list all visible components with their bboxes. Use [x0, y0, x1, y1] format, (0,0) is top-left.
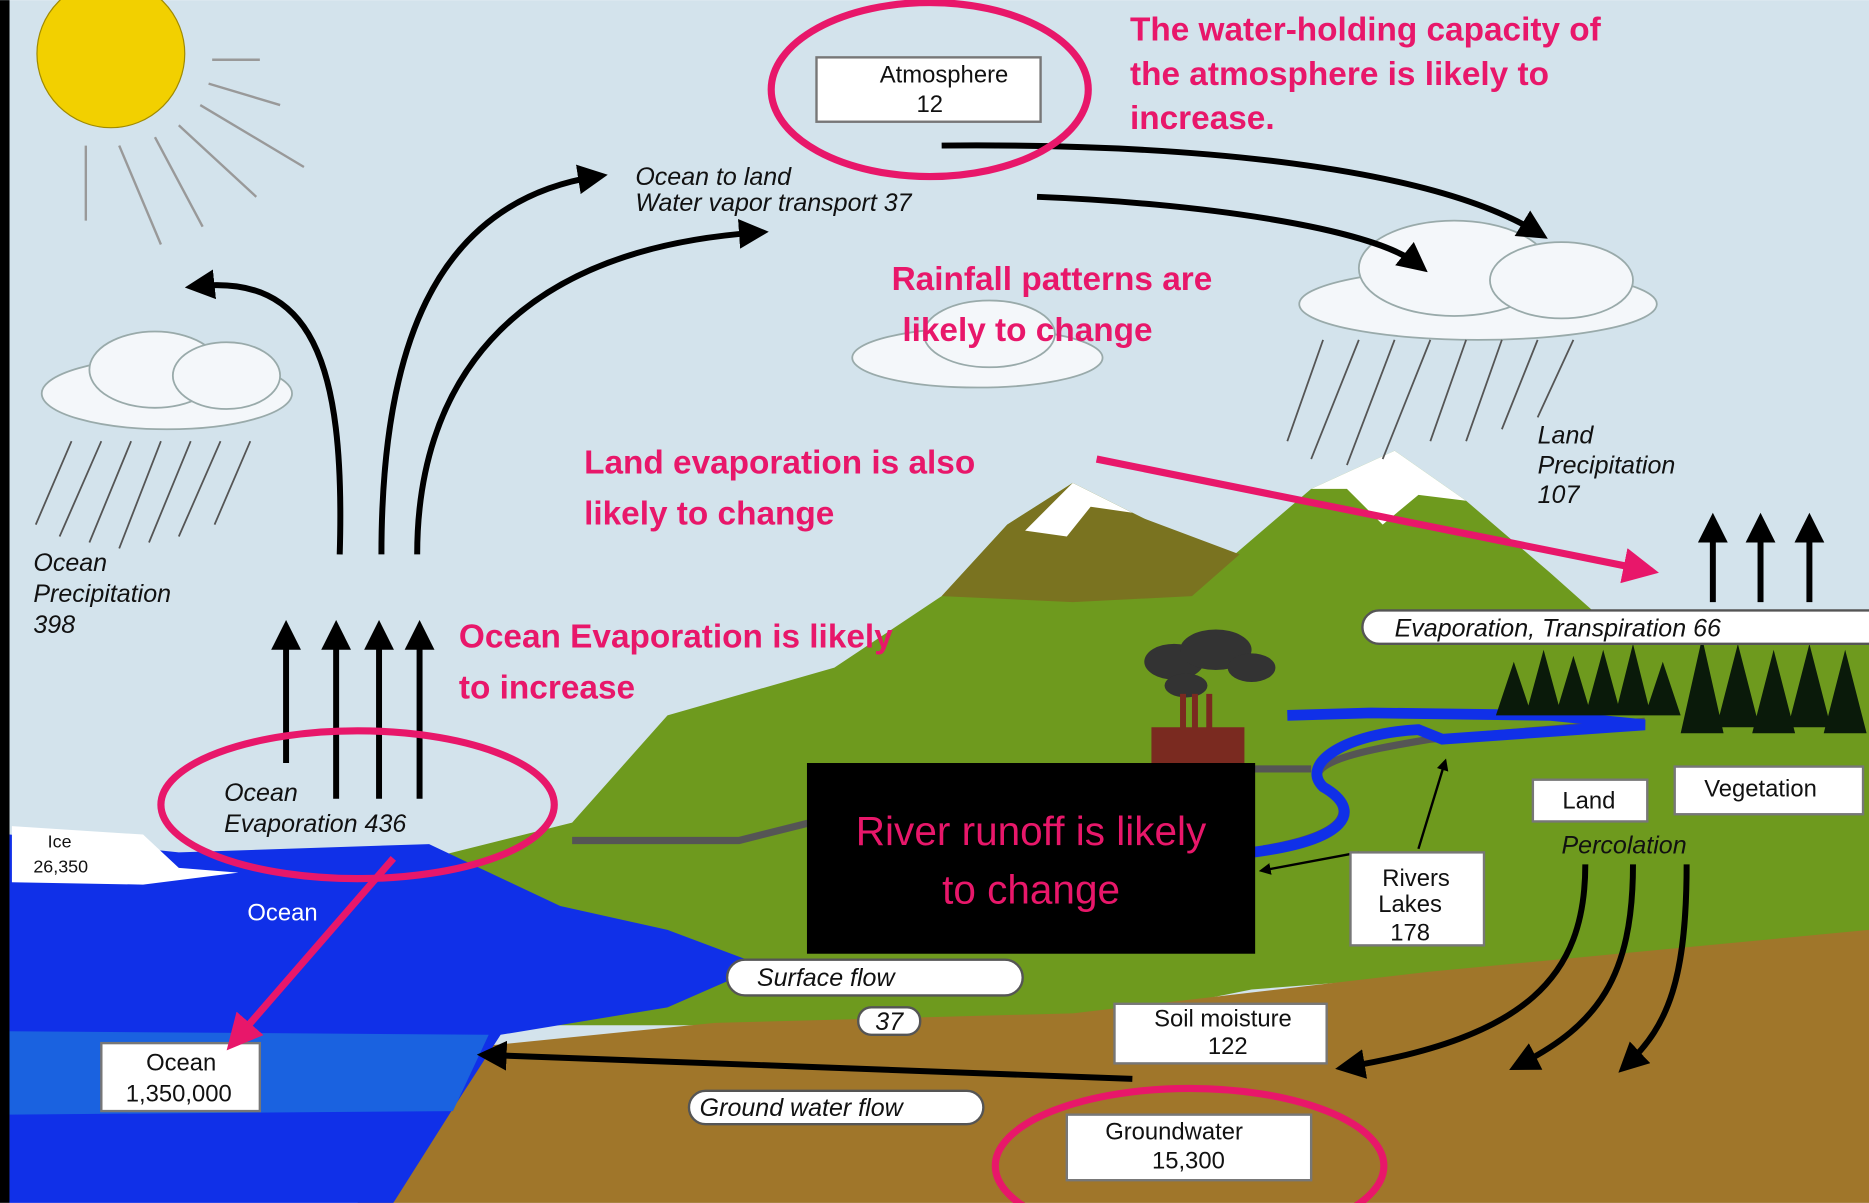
label: 15,300: [1152, 1147, 1225, 1174]
label: Ocean: [224, 779, 298, 807]
label: Land: [1538, 422, 1595, 450]
label: likely to change: [902, 312, 1152, 349]
clouds: [1490, 242, 1633, 318]
label: The water-holding capacity of: [1130, 12, 1602, 49]
factory: [1151, 727, 1244, 765]
smoke: [1228, 653, 1276, 682]
runoff-callout-box: [807, 763, 1255, 954]
label: Surface flow: [757, 964, 897, 992]
label: Evaporation 436: [224, 810, 406, 838]
label: to increase: [459, 670, 635, 707]
label: River runoff is likely: [856, 808, 1207, 854]
label: Atmosphere: [880, 61, 1008, 88]
page: { "atmosphere": {"name": "Atmosphere", "…: [0, 0, 1869, 1203]
label: Water vapor transport 37: [635, 189, 912, 217]
label: 26,350: [33, 857, 88, 877]
label: Ocean: [33, 549, 107, 577]
label: Precipitation: [33, 580, 171, 608]
label: Evaporation, Transpiration 66: [1395, 615, 1721, 643]
label: Lakes: [1378, 891, 1442, 918]
label: Ocean: [247, 899, 317, 926]
label: Ocean Evaporation is likely: [459, 618, 893, 655]
label: Groundwater: [1105, 1119, 1243, 1146]
label: Land: [1562, 787, 1615, 814]
label: Land evaporation is also: [584, 444, 975, 481]
label: Ocean to land: [635, 163, 792, 191]
label: Rivers: [1382, 865, 1450, 892]
label: Ice: [48, 832, 72, 852]
label: 1,350,000: [126, 1081, 232, 1108]
label: 37: [875, 1008, 904, 1036]
chimneys: [1180, 694, 1212, 730]
label: Rainfall patterns are: [892, 261, 1213, 298]
chimneys: [1206, 694, 1212, 730]
clouds: [173, 342, 280, 409]
label: Vegetation: [1704, 775, 1817, 802]
label: 107: [1538, 481, 1581, 509]
label: Percolation: [1561, 832, 1686, 860]
label: Precipitation: [1538, 451, 1676, 479]
label: 178: [1390, 920, 1430, 947]
water-cycle-diagram: Atmosphere 12 The water-holding capacity…: [0, 0, 1869, 1203]
label: 398: [33, 611, 75, 639]
label: Ground water flow: [700, 1094, 905, 1122]
chimneys: [1180, 694, 1186, 730]
label: Soil moisture: [1154, 1005, 1292, 1032]
label: the atmosphere is likely to: [1130, 56, 1549, 93]
label: increase.: [1130, 100, 1275, 137]
label: 122: [1208, 1033, 1248, 1060]
label: likely to change: [584, 496, 834, 533]
chimneys: [1192, 694, 1198, 730]
label: 12: [916, 91, 943, 118]
label: to change: [942, 867, 1120, 913]
label: Ocean: [146, 1050, 216, 1077]
border: [0, 0, 10, 1203]
